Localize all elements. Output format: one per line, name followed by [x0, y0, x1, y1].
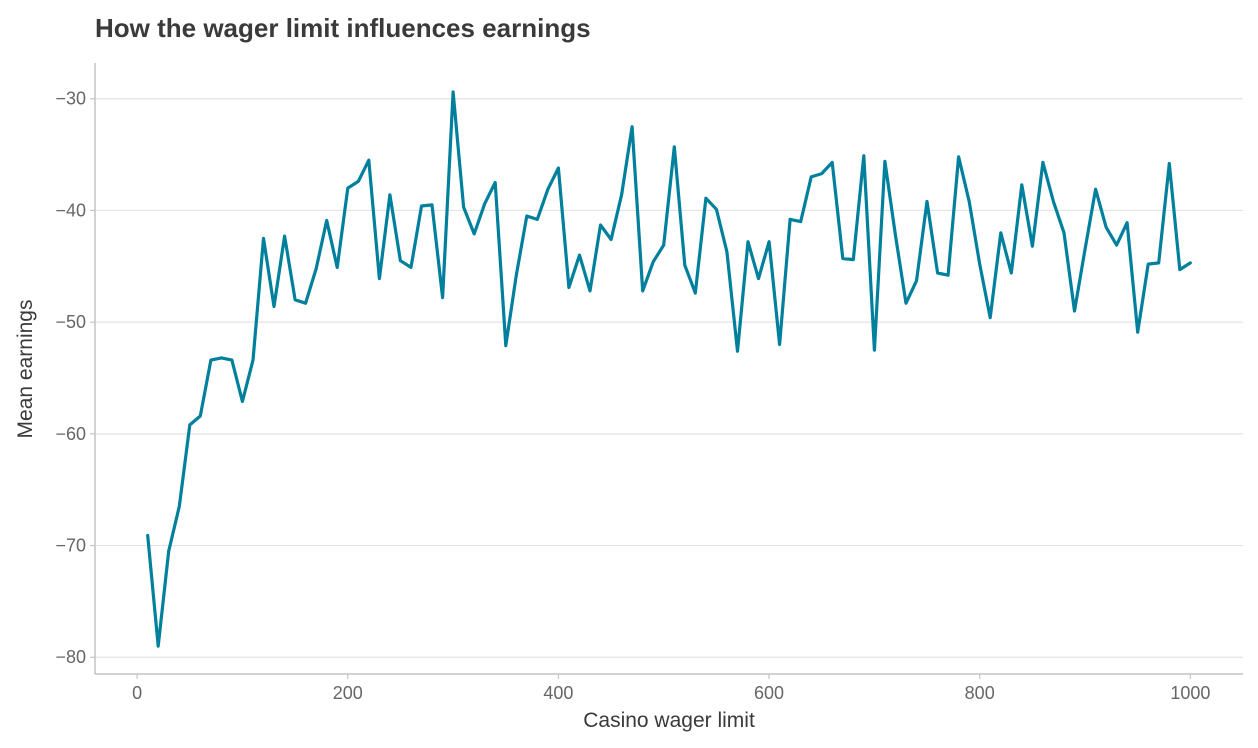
x-tick-label: 0 — [132, 683, 142, 703]
chart-title: How the wager limit influences earnings — [95, 13, 591, 43]
y-tick-label: −30 — [55, 89, 86, 109]
y-tick-label: −80 — [55, 647, 86, 667]
y-tick-label: −60 — [55, 424, 86, 444]
x-axis-ticks: 0 200 400 600 800 1000 — [132, 674, 1210, 703]
y-axis-label: Mean earnings — [14, 300, 37, 439]
x-tick-label: 400 — [543, 683, 573, 703]
y-tick-label: −70 — [55, 536, 86, 556]
x-axis-label: Casino wager limit — [583, 709, 755, 732]
y-tick-label: −50 — [55, 312, 86, 332]
y-axis-ticks: −80 −70 −60 −50 −40 −30 — [55, 89, 95, 667]
x-tick-label: 200 — [333, 683, 363, 703]
mean-earnings-line — [146, 90, 1192, 648]
y-tick-label: −40 — [55, 200, 86, 220]
x-tick-label: 1000 — [1170, 683, 1210, 703]
x-tick-label: 600 — [754, 683, 784, 703]
x-tick-label: 800 — [965, 683, 995, 703]
